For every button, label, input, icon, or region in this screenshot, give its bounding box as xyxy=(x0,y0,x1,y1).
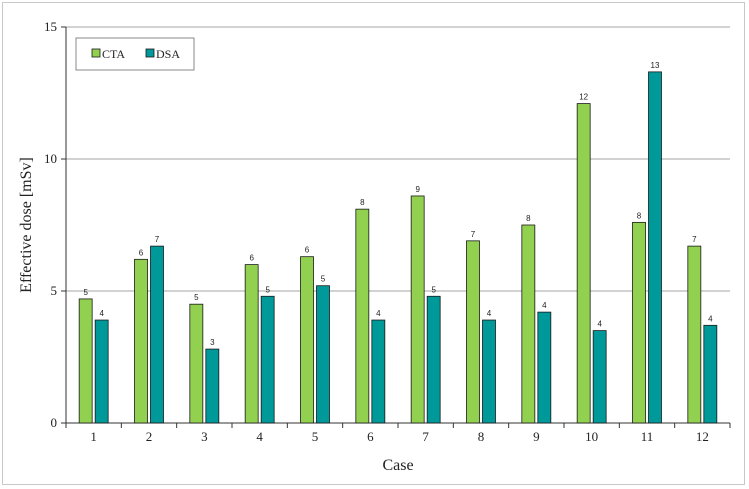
data-label: 7 xyxy=(692,235,697,244)
bar-cta xyxy=(576,103,591,424)
bar-cta xyxy=(466,240,480,424)
data-label: 8 xyxy=(526,214,531,223)
bar-cta xyxy=(78,298,93,424)
data-label: 8 xyxy=(360,198,365,207)
legend-label-dsa: DSA xyxy=(156,47,180,61)
y-tick-label: 0 xyxy=(51,415,58,430)
y-axis-title: Effective dose [mSv] xyxy=(18,157,35,293)
data-label: 12 xyxy=(579,93,588,102)
bar-cta xyxy=(134,258,148,424)
data-label: 4 xyxy=(597,320,602,329)
x-tick-label: 9 xyxy=(533,429,540,444)
data-label: 13 xyxy=(651,61,660,70)
data-label: 4 xyxy=(542,301,547,310)
data-label: 7 xyxy=(155,235,160,244)
x-tick-label: 1 xyxy=(90,429,97,444)
x-tick-label: 8 xyxy=(478,429,485,444)
data-label: 4 xyxy=(487,309,492,318)
data-label: 6 xyxy=(305,246,310,255)
data-label: 6 xyxy=(249,254,254,263)
y-tick-label: 5 xyxy=(51,283,58,298)
data-label: 6 xyxy=(139,248,144,257)
data-label: 5 xyxy=(265,285,270,294)
x-axis-title: Case xyxy=(382,457,413,474)
bar-dsa xyxy=(150,245,164,424)
data-label: 3 xyxy=(210,338,215,347)
data-label: 8 xyxy=(637,211,642,220)
x-tick-label: 3 xyxy=(201,429,208,444)
x-tick-label: 5 xyxy=(312,429,319,444)
bar-dsa xyxy=(482,319,496,424)
data-label: 4 xyxy=(708,314,713,323)
bar-cta xyxy=(632,221,646,424)
data-label: 5 xyxy=(321,275,326,284)
bar-dsa xyxy=(592,330,607,424)
bar-cta xyxy=(410,195,425,424)
bar-cta xyxy=(521,224,536,424)
bar-dsa xyxy=(371,319,386,424)
bar-dsa xyxy=(205,348,220,424)
data-label: 4 xyxy=(99,309,104,318)
data-label: 5 xyxy=(431,285,436,294)
x-tick-label: 12 xyxy=(696,429,709,444)
legend-label-cta: CTA xyxy=(102,47,125,61)
bar-dsa xyxy=(426,295,441,424)
bar-dsa xyxy=(316,285,330,424)
legend-swatch-cta xyxy=(91,48,101,58)
data-label: 7 xyxy=(471,230,476,239)
bar-dsa xyxy=(537,311,552,424)
x-tick-label: 6 xyxy=(367,429,374,444)
bar-cta xyxy=(244,264,259,424)
x-tick-label: 4 xyxy=(256,429,263,444)
bar-cta xyxy=(355,208,370,424)
bar-dsa xyxy=(703,324,718,424)
data-label: 5 xyxy=(194,293,199,302)
x-tick-label: 10 xyxy=(585,429,598,444)
bar-cta xyxy=(300,256,314,424)
data-label: 9 xyxy=(415,185,420,194)
x-tick-label: 2 xyxy=(146,429,153,444)
x-tick-label: 7 xyxy=(422,429,429,444)
data-label: 4 xyxy=(376,309,381,318)
y-tick-label: 15 xyxy=(44,19,57,34)
bar-dsa xyxy=(94,319,109,424)
legend-swatch-dsa xyxy=(145,48,155,58)
y-tick-label: 10 xyxy=(44,151,57,166)
x-tick-label: 11 xyxy=(641,429,654,444)
bar-cta xyxy=(687,245,702,424)
bar-dsa xyxy=(260,295,275,424)
bar-dsa xyxy=(648,71,662,424)
bar-cta xyxy=(189,303,204,424)
data-label: 5 xyxy=(83,288,88,297)
